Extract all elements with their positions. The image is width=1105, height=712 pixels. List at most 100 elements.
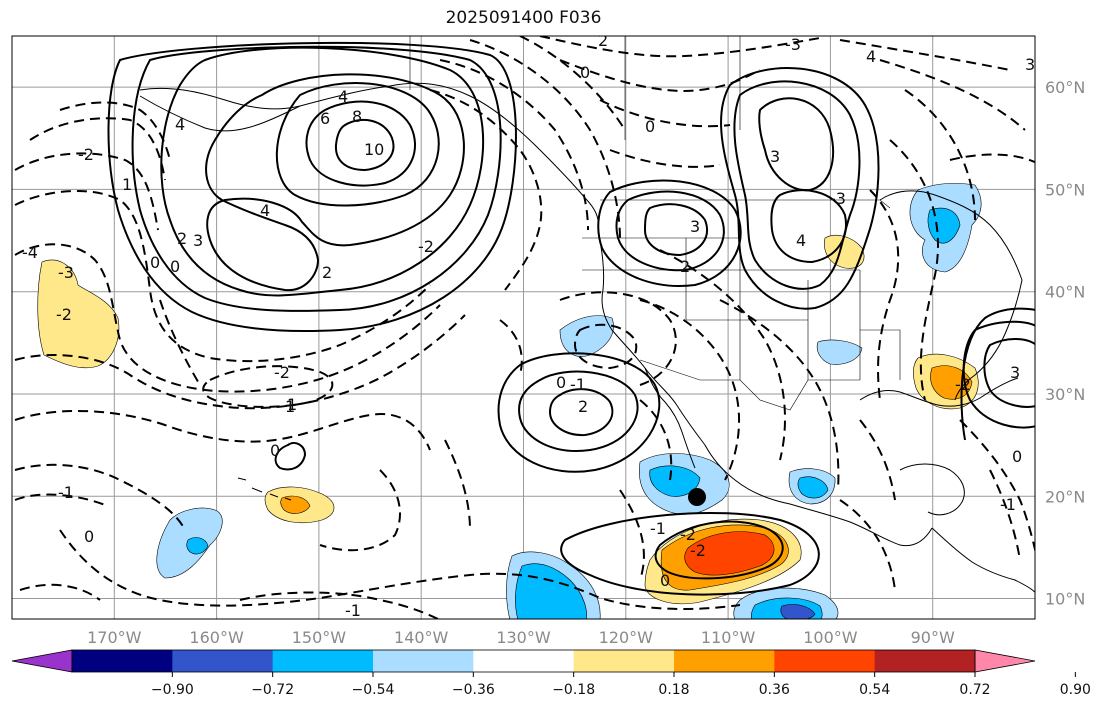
colorbar: −0.90 −0.72 −0.54 −0.36 −0.18 0.18 0.36 0.54 0.7… bbox=[11, 649, 1091, 698]
contour-labels: 10 8 6 4 4 4 3 2 2 1 1 0 0 0 0 -1 -1 -2 … bbox=[22, 31, 1035, 620]
contour-label: 2 bbox=[598, 31, 608, 50]
contour-label: 4 bbox=[338, 87, 348, 106]
colorbar-segment bbox=[72, 650, 173, 672]
baja-peninsula bbox=[644, 367, 696, 469]
contour-label: -2 bbox=[680, 525, 696, 544]
contour-label: 6 bbox=[320, 109, 330, 128]
contour-label: -3 bbox=[785, 35, 801, 54]
contour-label: 2 bbox=[578, 397, 588, 416]
graticule bbox=[12, 36, 1035, 619]
colorbar-tick-label: −0.90 bbox=[151, 682, 194, 698]
colorbar-extend-high bbox=[974, 649, 1036, 673]
contour-label: -3 bbox=[830, 189, 846, 208]
hawaii-islands bbox=[237, 477, 292, 501]
yucatan bbox=[899, 463, 965, 516]
longitude-tick-label: 160°W bbox=[189, 628, 244, 647]
contour-label: -1 bbox=[570, 375, 586, 394]
contour-label: -2 bbox=[78, 145, 94, 164]
contour-label: 0 bbox=[270, 441, 280, 460]
contour-label: 1 bbox=[285, 397, 295, 416]
contour-label: -2 bbox=[56, 305, 72, 324]
colorbar-segment bbox=[573, 650, 675, 672]
contour-label: 0 bbox=[645, 117, 655, 136]
latitude-tick-label: 30°N bbox=[1045, 385, 1085, 404]
shade-orange-hawaii bbox=[280, 495, 311, 514]
contour-label: 0 bbox=[580, 63, 590, 82]
contour-label: 4 bbox=[796, 231, 806, 250]
contour-label: -2 bbox=[690, 541, 706, 560]
longitude-tick-label: 90°W bbox=[911, 628, 955, 647]
latitude-tick-label: 50°N bbox=[1045, 180, 1085, 199]
contour-label: 1 bbox=[122, 175, 132, 194]
colorbar-segment bbox=[373, 650, 474, 672]
contour-label: 3 bbox=[193, 231, 203, 250]
colorbar-frame bbox=[71, 649, 976, 673]
shade-blue-canada-dark bbox=[927, 207, 961, 244]
longitude-tick-label: 100°W bbox=[803, 628, 858, 647]
colorbar-segment bbox=[774, 650, 876, 672]
contour-label: -2 bbox=[274, 363, 290, 382]
colorbar-segment bbox=[473, 650, 575, 672]
contour-label: 10 bbox=[364, 140, 384, 159]
longitude-tick-label: 120°W bbox=[599, 628, 654, 647]
negative-contours bbox=[14, 36, 1035, 619]
colorbar-tick-label: 0.36 bbox=[759, 682, 790, 698]
contour-label: 3 bbox=[770, 147, 780, 166]
colorbar-tick-label: 0.90 bbox=[1060, 682, 1091, 698]
contour-label: 0 bbox=[660, 571, 670, 590]
contour-label: 3 bbox=[1025, 55, 1035, 74]
latitude-tick-label: 20°N bbox=[1045, 487, 1085, 506]
shade-blue-gulf-dark bbox=[797, 476, 829, 499]
contour-label: 0 bbox=[150, 253, 160, 272]
contour-label: 4 bbox=[260, 201, 270, 220]
longitude-tick-label: 130°W bbox=[496, 628, 551, 647]
contour-label: 2 bbox=[177, 229, 187, 248]
contour-label: 0 bbox=[556, 373, 566, 392]
shade-blue-sw-dark bbox=[186, 537, 209, 555]
colorbar-tick-label: −0.18 bbox=[552, 682, 595, 698]
longitude-labels: 170°W 160°W 150°W 140°W 130°W 120°W 110°W 100°W… bbox=[87, 628, 955, 647]
colorbar-tick-label: 0.54 bbox=[859, 682, 890, 698]
contour-label: 0 bbox=[1012, 447, 1022, 466]
contour-label: -1 bbox=[58, 483, 74, 502]
colorbar-tick-label: 0.18 bbox=[658, 682, 689, 698]
contour-label: 3 bbox=[690, 217, 700, 236]
colorbar-extend-low bbox=[11, 649, 73, 673]
colorbar-segment bbox=[874, 650, 976, 672]
colorbar-segment bbox=[272, 650, 374, 672]
contour-label: 2 bbox=[680, 257, 690, 276]
longitude-tick-label: 150°W bbox=[292, 628, 347, 647]
colorbar-tick-label: −0.54 bbox=[352, 682, 395, 698]
contour-label: -1 bbox=[650, 519, 666, 538]
contour-label: 4 bbox=[175, 115, 185, 134]
shade-blue-texas bbox=[816, 339, 863, 365]
alaska-coast bbox=[139, 82, 599, 231]
colorbar-segment bbox=[674, 650, 775, 672]
hudson-great-lakes bbox=[879, 190, 1023, 281]
colorbar-tick-label: −0.36 bbox=[452, 682, 495, 698]
latitude-tick-label: 60°N bbox=[1045, 78, 1085, 97]
contour-label: 4 bbox=[866, 47, 876, 66]
longitude-tick-label: 170°W bbox=[87, 628, 142, 647]
colorbar-tick-label: 0.72 bbox=[959, 682, 990, 698]
west-coast-us bbox=[597, 229, 933, 547]
contour-label: 8 bbox=[352, 107, 362, 126]
contour-label: -2 bbox=[955, 375, 971, 394]
plot-title: 2025091400 F036 bbox=[445, 8, 602, 28]
longitude-tick-label: 110°W bbox=[701, 628, 756, 647]
shade-yellow-west bbox=[37, 259, 120, 369]
contour-label: -3 bbox=[58, 263, 74, 282]
contour-label: 0 bbox=[170, 257, 180, 276]
central-america bbox=[931, 527, 1035, 593]
contour-label: -1 bbox=[345, 601, 361, 620]
latitude-tick-label: 40°N bbox=[1045, 283, 1085, 302]
latitude-labels: 60°N 50°N 40°N 30°N 20°N 10°N bbox=[1045, 78, 1085, 608]
contour-label: 2 bbox=[322, 263, 332, 282]
colorbar-tick-label: −0.72 bbox=[251, 682, 294, 698]
contour-label: -2 bbox=[418, 237, 434, 256]
shaded-anomaly-areas bbox=[37, 183, 982, 619]
shade-red-tropical bbox=[684, 531, 775, 576]
shade-blue-south-dark bbox=[780, 604, 816, 619]
contour-label: 0 bbox=[84, 527, 94, 546]
contour-label: -4 bbox=[22, 243, 38, 262]
